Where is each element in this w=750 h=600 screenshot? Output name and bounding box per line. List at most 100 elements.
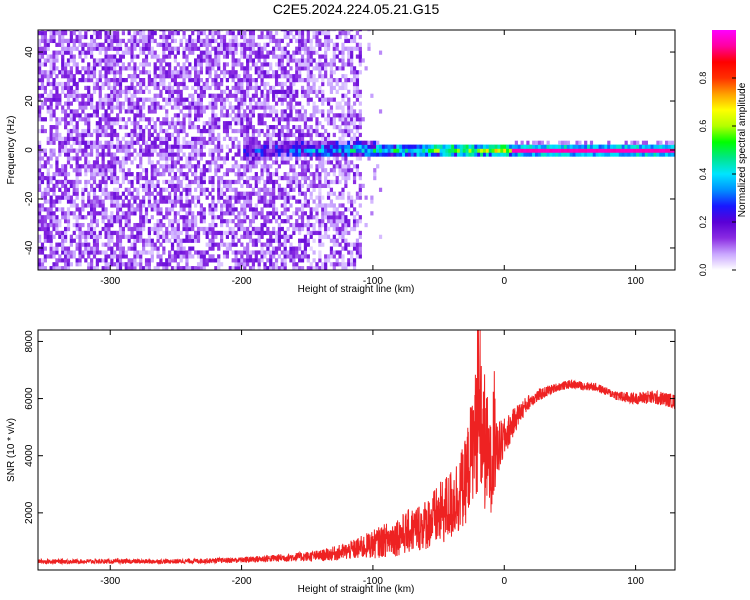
- heatmap-cell: [237, 215, 241, 220]
- heatmap-cell: [107, 62, 111, 67]
- heatmap-cell: [647, 152, 651, 157]
- heatmap-cell: [211, 81, 215, 87]
- x-tick-label: -300: [100, 276, 120, 287]
- heatmap-cell: [260, 242, 264, 247]
- heatmap-cell: [75, 128, 79, 134]
- heatmap-cell: [260, 128, 264, 134]
- heatmap-cell: [295, 175, 299, 181]
- heatmap-cell: [234, 187, 238, 192]
- heatmap-cell: [272, 266, 276, 270]
- heatmap-cell: [257, 266, 261, 270]
- heatmap-cell: [312, 175, 316, 181]
- heatmap-cell: [277, 128, 282, 134]
- heatmap-cell: [188, 125, 192, 130]
- heatmap-cell: [358, 175, 362, 181]
- heatmap-cell: [162, 230, 166, 236]
- heatmap-cell: [173, 70, 177, 75]
- heatmap-cell: [110, 195, 114, 200]
- heatmap-cell: [298, 207, 302, 212]
- heatmap-cell: [231, 207, 235, 212]
- heatmap-cell: [240, 164, 244, 169]
- colorbar-gradient: [712, 30, 736, 270]
- heatmap-cell: [136, 230, 140, 236]
- heatmap-cell: [272, 93, 276, 98]
- heatmap-cell: [237, 128, 241, 134]
- heatmap-cell: [211, 58, 215, 63]
- heatmap-cell: [300, 191, 305, 196]
- heatmap-cell: [142, 42, 146, 47]
- heatmap-cell: [136, 140, 140, 145]
- heatmap-cell: [159, 191, 163, 196]
- heatmap-cell: [350, 168, 354, 173]
- heatmap-cell: [222, 34, 227, 40]
- heatmap-cell: [309, 234, 313, 239]
- heatmap-cell: [248, 222, 253, 228]
- heatmap-cell: [101, 215, 105, 220]
- heatmap-cell: [641, 152, 646, 157]
- heatmap-cell: [101, 148, 105, 153]
- heatmap-cell: [523, 152, 527, 157]
- heatmap-cell: [179, 203, 183, 208]
- heatmap-cell: [66, 93, 71, 98]
- heatmap-cell: [185, 266, 189, 270]
- heatmap-cell: [144, 191, 149, 196]
- heatmap-cell: [393, 148, 397, 153]
- heatmap-cell: [92, 199, 97, 204]
- heatmap-cell: [43, 85, 47, 91]
- heatmap-cell: [430, 144, 435, 149]
- heatmap-cell: [61, 81, 65, 87]
- heatmap-cell: [136, 191, 140, 196]
- heatmap-cell: [95, 105, 99, 110]
- heatmap-cell: [121, 164, 125, 169]
- heatmap-cell: [589, 140, 594, 145]
- heatmap-cell: [58, 38, 62, 44]
- heatmap-cell: [335, 156, 339, 161]
- heatmap-cell: [185, 250, 189, 255]
- heatmap-cell: [350, 144, 354, 149]
- heatmap-cell: [196, 78, 201, 83]
- heatmap-cell: [228, 226, 232, 232]
- heatmap-cell: [503, 148, 507, 153]
- heatmap-cell: [254, 156, 258, 161]
- heatmap-cell: [246, 175, 250, 181]
- heatmap-cell: [116, 30, 120, 36]
- heatmap-cell: [485, 148, 490, 153]
- heatmap-cell: [170, 230, 175, 236]
- heatmap-cell: [615, 148, 620, 153]
- heatmap-cell: [222, 42, 227, 47]
- heatmap-cell: [75, 207, 79, 212]
- heatmap-cell: [133, 148, 137, 153]
- heatmap-cell: [312, 230, 316, 236]
- heatmap-cell: [329, 203, 334, 208]
- heatmap-cell: [332, 30, 336, 32]
- heatmap-cell: [350, 211, 354, 216]
- heatmap-cell: [630, 152, 634, 157]
- heatmap-cell: [344, 38, 348, 44]
- heatmap-cell: [179, 266, 183, 270]
- heatmap-cell: [49, 203, 53, 208]
- heatmap-cell: [335, 113, 339, 118]
- heatmap-cell: [208, 160, 212, 165]
- heatmap-cell: [222, 105, 227, 110]
- heatmap-cell: [222, 160, 227, 165]
- heatmap-cell: [107, 262, 111, 267]
- heatmap-cell: [480, 144, 484, 149]
- heatmap-cell: [231, 117, 235, 122]
- heatmap-cell: [144, 152, 149, 157]
- heatmap-cell: [78, 215, 82, 220]
- heatmap-cell: [263, 230, 267, 236]
- heatmap-cell: [295, 152, 299, 157]
- heatmap-cell: [185, 222, 189, 228]
- heatmap-cell: [191, 97, 195, 102]
- heatmap-cell: [144, 144, 149, 149]
- heatmap-cell: [442, 144, 446, 149]
- heatmap-cell: [260, 50, 264, 55]
- heatmap-cell: [87, 42, 91, 47]
- heatmap-cell: [142, 117, 146, 122]
- heatmap-cell: [396, 148, 400, 153]
- heatmap-cell: [225, 152, 230, 157]
- heatmap-cell: [90, 152, 94, 157]
- heatmap-cell: [182, 46, 186, 51]
- heatmap-cell: [66, 148, 71, 153]
- heatmap-cell: [341, 262, 345, 267]
